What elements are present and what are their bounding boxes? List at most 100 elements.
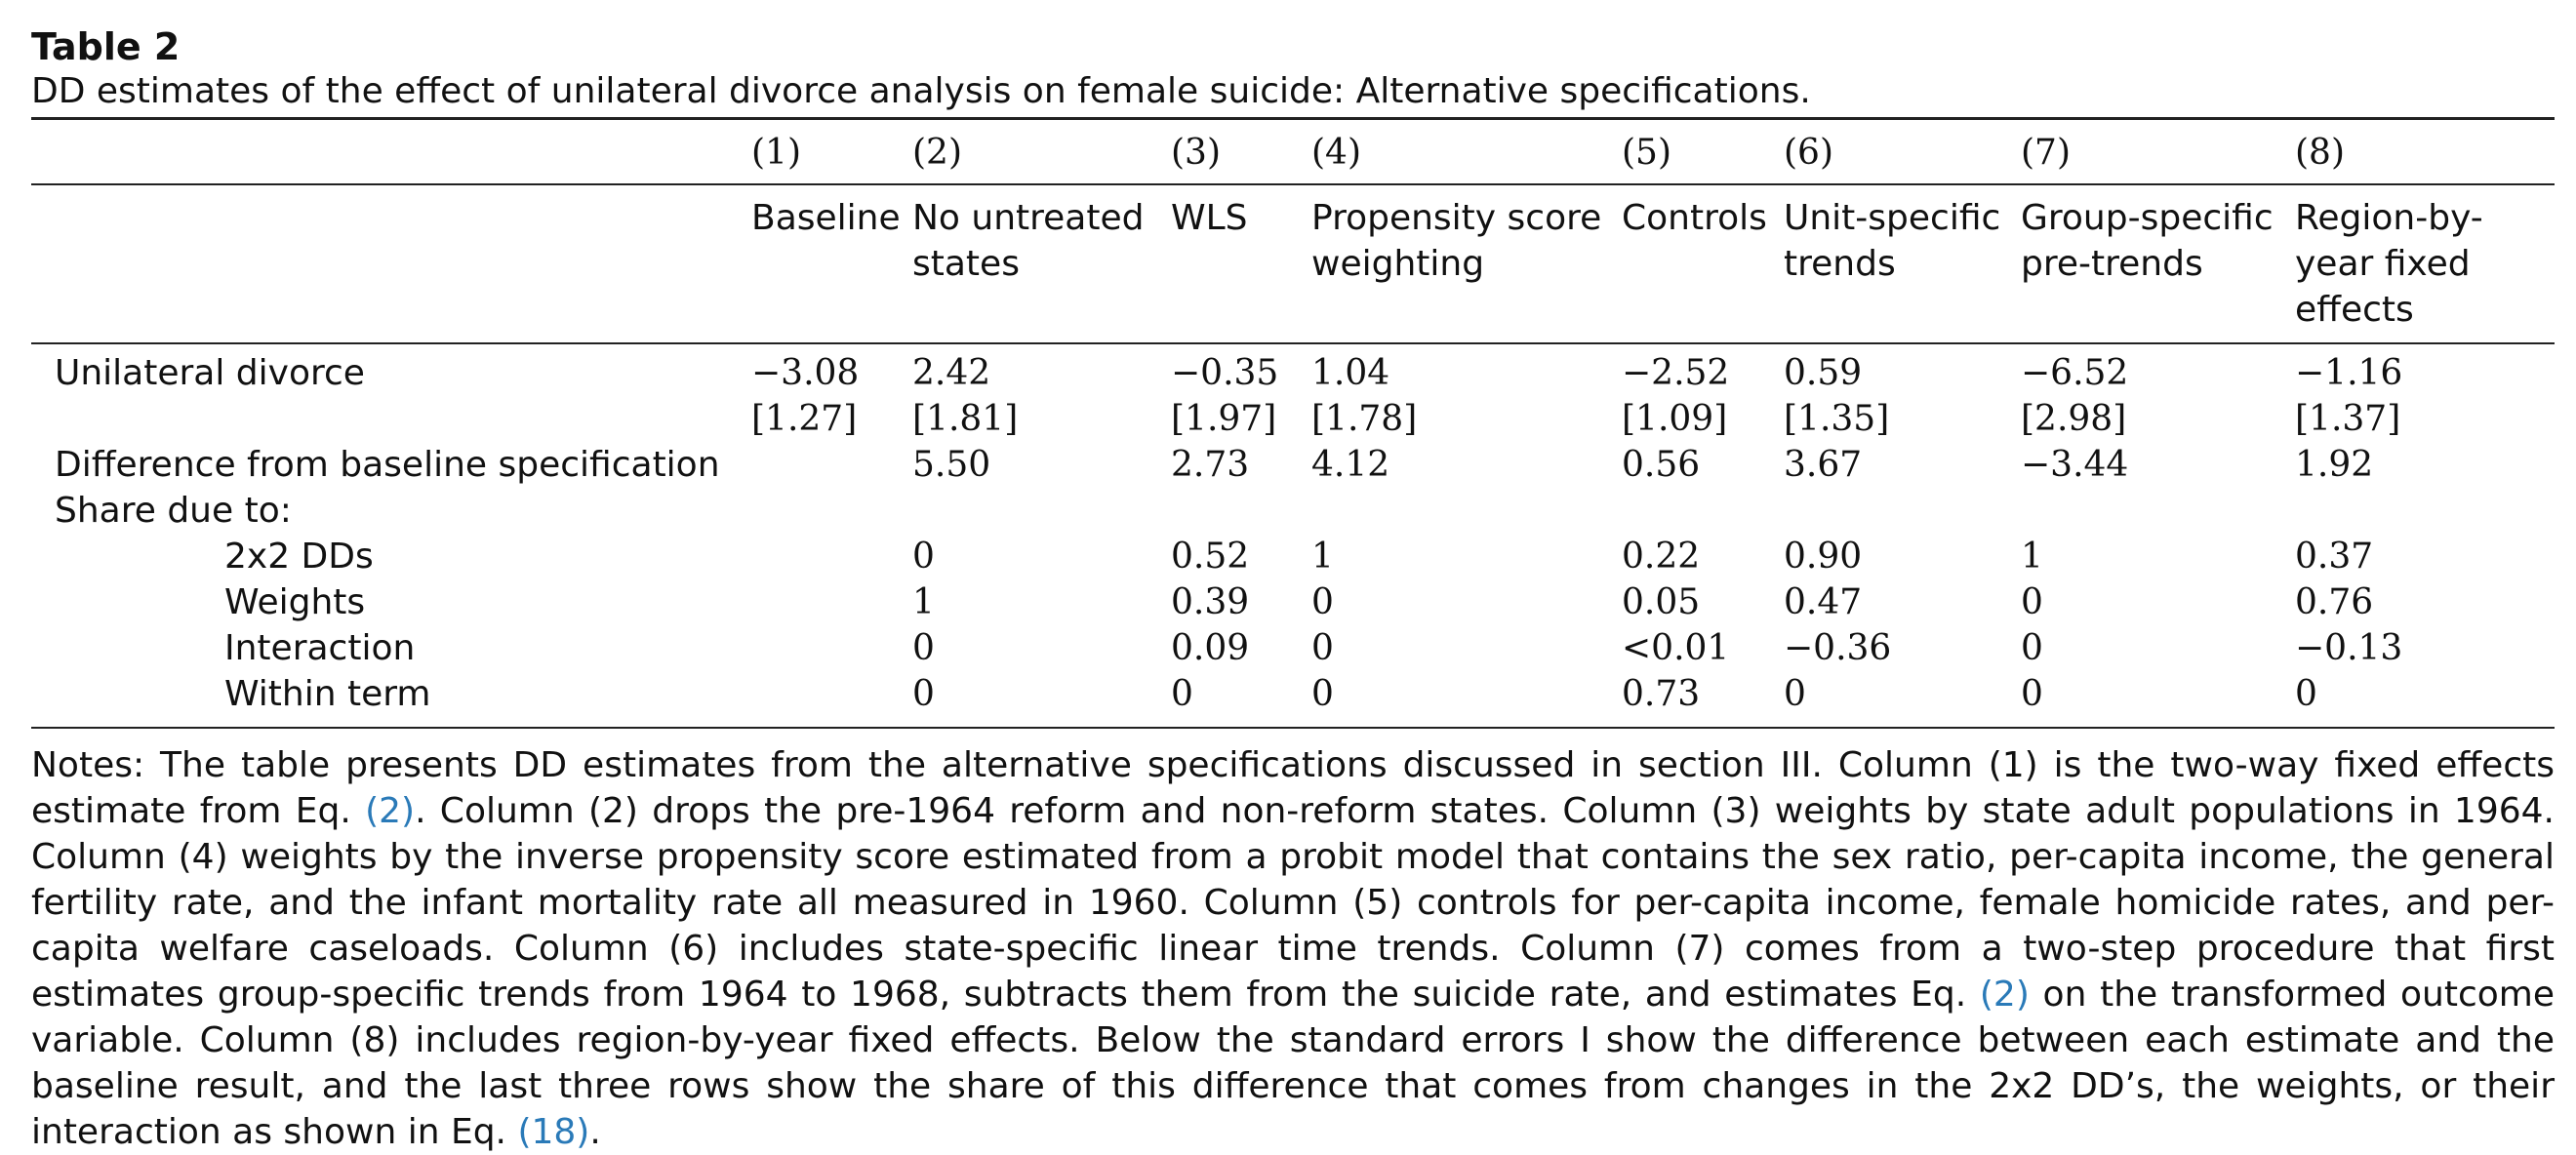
table-cell: 3.67 [1784,445,1863,485]
table-cell: 0.73 [1622,671,1784,729]
table-cell: −1.16 [2295,342,2555,396]
table-cell [751,625,912,671]
column-header: Controls [1622,183,1784,343]
table-cell: 0.37 [2295,537,2374,577]
table-cell [751,534,912,579]
table-row: [1.27] [1.81] [1.97] [1.78] [1.09] [1.35… [31,396,2555,442]
table-cell: −0.13 [2295,628,2403,668]
column-number: (3) [1171,117,1311,184]
table-cell: 5.50 [912,445,991,485]
row-label: Difference from baseline specification [55,445,720,485]
table-cell: −2.52 [1622,342,1784,396]
column-number: (4) [1311,117,1622,184]
column-number: (1) [751,117,912,184]
table-cell: 0.56 [1622,445,1701,485]
table-cell [1622,488,1784,534]
notes-text: Notes: The table presents DD estimates f… [31,745,2555,831]
table-row: Within term 0 0 0 0.73 0 0 0 [31,671,2555,729]
table-cell: 2.73 [1171,445,1250,485]
table-cell: [1.97] [1171,399,1277,439]
table-cell: 1 [2021,537,2043,577]
table-cell [2021,488,2295,534]
column-number: (8) [2295,117,2555,184]
table-cell: 0 [2295,671,2555,729]
table-cell: 0.22 [1622,537,1701,577]
column-header: Baseline [751,183,912,343]
table-cell [751,442,912,488]
table-cell: 0 [2021,671,2295,729]
table-label: Table 2 [31,25,181,68]
column-header-row: Baseline No untreated states WLS Propens… [31,183,2555,343]
table-cell: <0.01 [1622,628,1730,668]
column-number: (2) [912,117,1171,184]
table-cell: 0.76 [2295,582,2374,622]
table-cell: [1.78] [1311,399,1418,439]
table-cell: 0 [2021,628,2043,668]
notes-text: . [589,1112,601,1152]
equation-link[interactable]: (18) [517,1112,590,1152]
table-cell [1311,488,1622,534]
table-cell: 0.59 [1784,342,2021,396]
table-notes: Notes: The table presents DD estimates f… [31,742,2555,1155]
table-row: Weights 1 0.39 0 0.05 0.47 0 0.76 [31,579,2555,625]
table-cell [912,488,1171,534]
table-cell: 0 [1311,582,1334,622]
column-header: Propensity score weighting [1311,183,1622,343]
table-cell: 4.12 [1311,445,1390,485]
table-cell: [1.09] [1622,399,1728,439]
row-label: Share due to: [55,491,292,531]
table-cell [2295,488,2555,534]
equation-link[interactable]: (2) [365,791,416,831]
notes-text: . Column (2) drops the pre-1964 reform a… [31,791,2555,1015]
table-cell [1171,488,1311,534]
table-cell: 0.05 [1622,582,1701,622]
row-label: Interaction [224,628,416,668]
table-cell: 2.42 [912,342,1171,396]
row-label: Unilateral divorce [31,342,751,396]
table-cell: 0 [912,671,1171,729]
table-cell: 1.04 [1311,342,1622,396]
table-cell: 1 [912,582,935,622]
row-label: Weights [224,582,366,622]
table-cell: −0.35 [1171,342,1311,396]
table-cell: −3.44 [2021,445,2129,485]
table-cell: 0 [1311,671,1622,729]
table-cell: [1.35] [1784,399,1890,439]
table-cell: 0 [2021,582,2043,622]
column-header: No untreated states [912,183,1171,343]
table-cell: [1.27] [751,399,858,439]
table-cell: [2.98] [2021,399,2127,439]
table-cell [751,579,912,625]
empty-cell [31,183,751,343]
row-label: 2x2 DDs [224,537,374,577]
table-cell: 0.09 [1171,628,1250,668]
results-table: (1) (2) (3) (4) (5) (6) (7) (8) Baseline… [31,117,2555,729]
table-cell: 0 [1171,671,1311,729]
table-cell: 1 [1311,537,1334,577]
table-cell: [1.37] [2295,399,2401,439]
table-cell: 0 [1311,628,1334,668]
table-row: Share due to: [31,488,2555,534]
table-caption: DD estimates of the effect of unilateral… [31,71,1811,111]
table-cell: −3.08 [751,342,912,396]
column-number-row: (1) (2) (3) (4) (5) (6) (7) (8) [31,117,2555,184]
table-cell [751,671,912,729]
table-row: Interaction 0 0.09 0 <0.01 −0.36 0 −0.13 [31,625,2555,671]
empty-cell [31,117,751,184]
table-cell: −6.52 [2021,342,2295,396]
column-header: WLS [1171,183,1311,343]
table-row: Unilateral divorce −3.08 2.42 −0.35 1.04… [31,342,2555,396]
table-cell: 0 [912,628,935,668]
equation-link[interactable]: (2) [1979,975,2030,1015]
table-cell: 0.47 [1784,582,1863,622]
table-cell: 0.90 [1784,537,1863,577]
table-cell: −0.36 [1784,628,1892,668]
table-row: Difference from baseline specification 5… [31,442,2555,488]
row-label [31,396,751,442]
column-number: (6) [1784,117,2021,184]
row-label: Within term [31,671,751,729]
table-row: 2x2 DDs 0 0.52 1 0.22 0.90 1 0.37 [31,534,2555,579]
table-cell: 0.52 [1171,537,1250,577]
column-number: (5) [1622,117,1784,184]
column-header: Group-specific pre-trends [2021,183,2295,343]
